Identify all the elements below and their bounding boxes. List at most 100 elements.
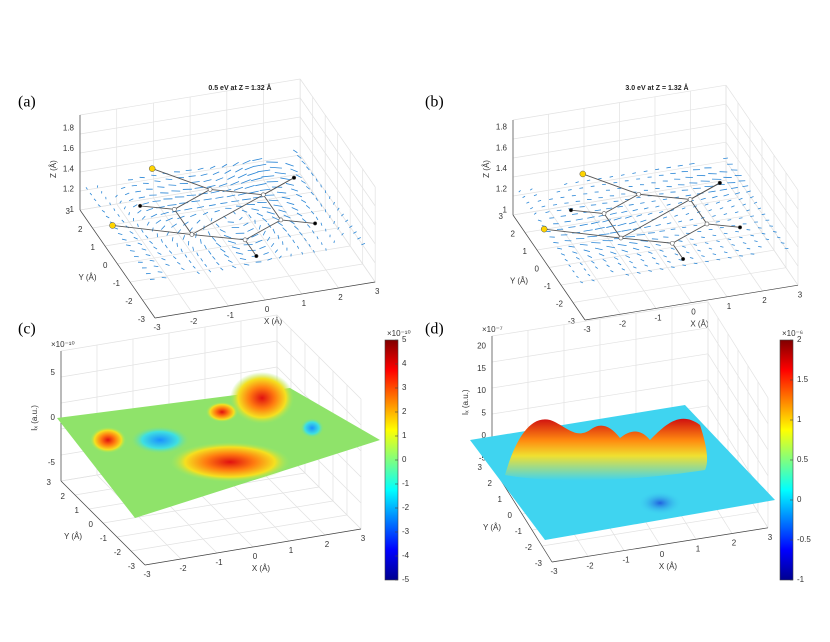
field-arrow — [647, 212, 653, 215]
field-arrow — [315, 178, 318, 182]
field-arrow — [662, 216, 668, 219]
grid-line — [707, 327, 769, 424]
atom — [717, 180, 722, 185]
grid-line — [512, 214, 586, 321]
field-arrow — [674, 253, 679, 256]
field-arrow — [152, 200, 161, 202]
surface-ridge — [505, 418, 708, 481]
z-tick-label: -5 — [48, 458, 56, 467]
field-arrow — [242, 198, 251, 201]
field-arrow — [705, 260, 709, 263]
field-arrow — [776, 236, 781, 239]
field-arrow — [681, 207, 686, 210]
bond — [706, 223, 741, 228]
field-arrow — [149, 259, 155, 262]
field-arrow — [259, 245, 266, 250]
field-arrow — [693, 224, 698, 227]
field-arrow — [621, 249, 629, 253]
field-arrow — [602, 219, 611, 223]
y-tick-label: 2 — [511, 230, 516, 239]
field-arrow — [689, 218, 694, 221]
x-tick-label: 0 — [265, 305, 270, 314]
field-arrow — [273, 204, 283, 207]
atom — [704, 221, 710, 227]
field-arrow — [224, 254, 230, 258]
field-arrow — [522, 195, 526, 198]
field-arrow — [572, 251, 578, 254]
field-arrow — [280, 177, 290, 181]
field-arrow — [587, 255, 593, 258]
field-arrow — [176, 242, 178, 247]
field-arrow — [583, 229, 593, 232]
field-arrow — [237, 173, 247, 179]
grid-line — [551, 527, 769, 563]
field-arrow — [765, 238, 770, 241]
field-arrow — [693, 262, 698, 265]
field-arrow — [117, 232, 123, 236]
grid-line — [299, 154, 376, 264]
z-tick-label: 1.6 — [63, 144, 75, 153]
y-tick-label: 2 — [78, 225, 83, 234]
field-arrow — [529, 188, 533, 191]
colorbar-tick-label: 0.5 — [797, 455, 809, 464]
field-arrow — [723, 194, 729, 197]
field-arrow — [216, 261, 220, 266]
y-tick-label: -2 — [125, 297, 133, 306]
grid-line — [117, 227, 338, 265]
field-arrow — [617, 262, 622, 266]
field-arrow — [697, 249, 701, 252]
field-arrow — [727, 199, 732, 202]
field-arrow — [226, 194, 236, 198]
field-arrow — [526, 201, 530, 204]
field-arrow — [568, 245, 575, 248]
field-arrow — [210, 190, 220, 194]
panels: (a)0.5 eV at Z = 1.32 Å-3-2-10123-3-2-10… — [18, 78, 811, 584]
atom — [261, 192, 266, 198]
field-arrow — [682, 226, 687, 229]
x-axis-label: X (Å) — [659, 562, 678, 571]
field-arrow — [129, 250, 135, 252]
field-arrow — [296, 245, 300, 249]
field-arrow — [643, 207, 649, 210]
field-arrow — [689, 238, 694, 240]
field-arrow — [609, 212, 617, 215]
field-arrow — [301, 218, 307, 223]
grid-line — [491, 379, 709, 415]
colorbar-tick-label: 5 — [402, 335, 407, 344]
grid-line — [512, 122, 727, 159]
field-arrow — [230, 181, 240, 186]
field-arrow — [278, 209, 287, 213]
field-arrow — [723, 232, 728, 235]
field-arrow — [712, 253, 717, 256]
field-arrow — [677, 164, 683, 167]
grid-line — [725, 142, 799, 248]
field-arrow — [208, 269, 212, 273]
grid-line — [92, 191, 313, 229]
field-arrow — [644, 245, 651, 249]
field-arrow — [552, 204, 558, 206]
field-arrow — [203, 179, 212, 182]
grid-line — [79, 209, 156, 319]
grid-line — [725, 85, 799, 191]
field-arrow — [337, 207, 340, 211]
field-arrow — [587, 216, 595, 219]
field-arrow — [232, 265, 237, 269]
field-arrow — [655, 244, 661, 246]
grid-line — [512, 160, 727, 197]
field-arrow — [297, 154, 302, 159]
field-arrow — [648, 232, 655, 234]
field-arrow — [151, 227, 154, 232]
field-arrow — [648, 270, 652, 272]
field-arrow — [185, 169, 192, 172]
field-arrow — [97, 204, 101, 207]
field-arrow — [731, 205, 735, 208]
z-tick-label: 1 — [70, 205, 75, 214]
field-arrow — [137, 242, 143, 245]
field-arrow — [738, 217, 743, 219]
field-arrow — [215, 242, 222, 248]
field-arrow — [640, 258, 645, 262]
grid-line — [524, 197, 739, 233]
field-arrow — [259, 188, 271, 191]
z-tick-label: 1.8 — [63, 123, 75, 132]
